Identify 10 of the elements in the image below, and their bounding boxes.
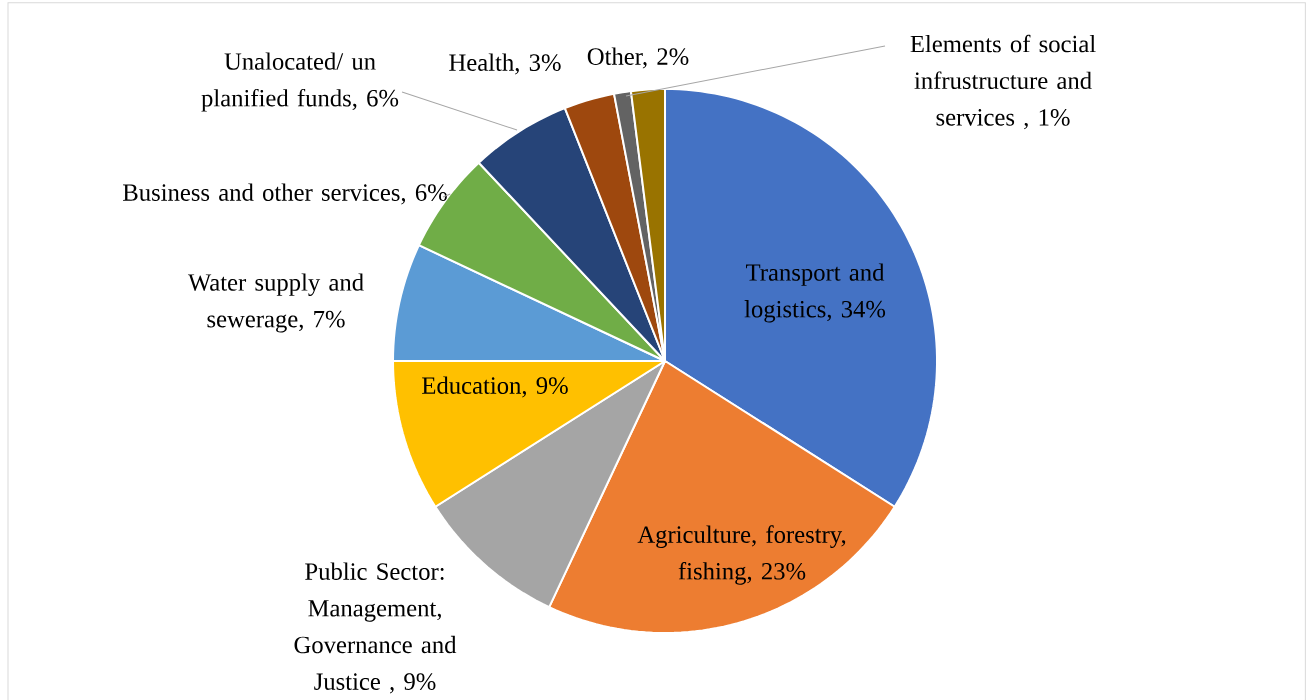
slice-label: Water supply and sewerage, 7% [187,273,364,333]
slice-label: Health, 3% [449,53,561,75]
slice-label: Transport and logistics, 34% [744,263,886,323]
slice-label: Education, 9% [422,376,568,398]
slice-label: Unalocated/ un planified funds, 6% [201,52,399,112]
slice-label: Agriculture, forestry, fishing, 23% [637,525,846,585]
slice-label: Other, 2% [587,47,689,69]
slice-label: Public Sector: Management, Governance and Justice , 9% [294,562,457,694]
slice-label: Elements of social infrustructure and services , 1% [910,34,1096,130]
slice-label: Business and other services, 6% [123,183,447,205]
